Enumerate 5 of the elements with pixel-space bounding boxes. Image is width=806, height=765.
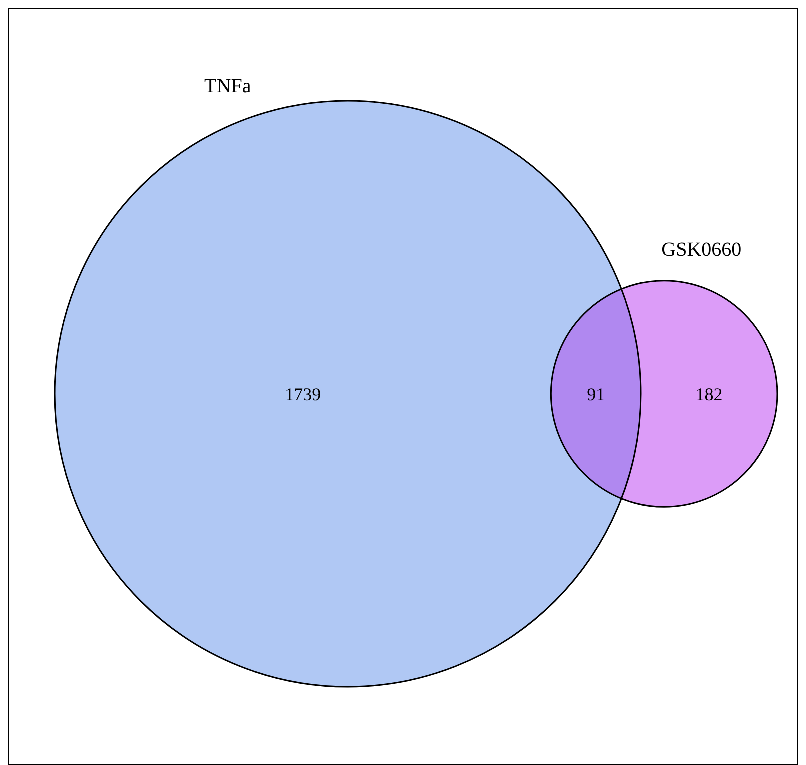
data-label: 1739 [285, 384, 322, 405]
text: GSK0660 [662, 239, 742, 262]
text: TNFa [204, 75, 252, 98]
data-label: 91 [587, 384, 606, 405]
data-label: 182 [696, 384, 723, 405]
